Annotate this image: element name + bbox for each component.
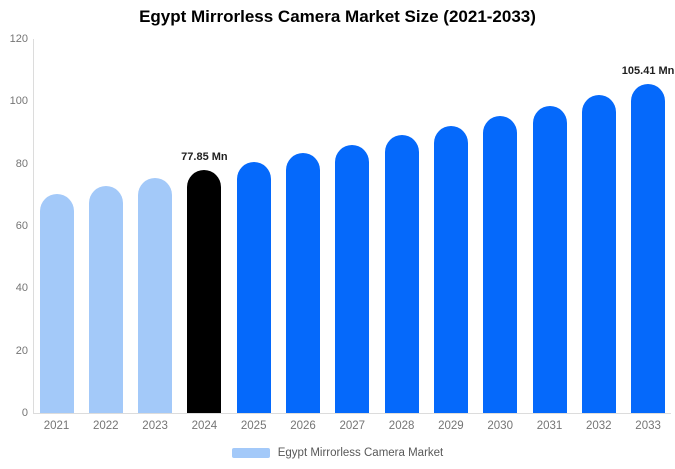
y-tick-0: 0 [21, 407, 28, 419]
bar-2029 [433, 125, 468, 413]
bar-2030 [483, 115, 518, 413]
value-label-2033: 105.41 Mn [621, 65, 675, 78]
x-tick-2031: 2031 [536, 420, 563, 432]
x-tick-2021: 2021 [43, 420, 70, 432]
x-tick-2029: 2029 [438, 420, 464, 432]
x-tick-2025: 2025 [240, 420, 267, 432]
bar-2024 [187, 170, 222, 413]
x-tick-2023: 2023 [142, 420, 168, 432]
y-tick-60: 60 [15, 220, 28, 232]
x-tick-2032: 2032 [586, 420, 612, 432]
legend-swatch-icon [231, 448, 270, 458]
y-tick-20: 20 [15, 344, 28, 357]
x-tick-2024: 2024 [191, 420, 218, 432]
value-label-2024: 77.85 Mn [181, 151, 228, 164]
bar-2032 [581, 95, 616, 413]
bar-2031 [532, 106, 567, 413]
x-tick-2028: 2028 [388, 420, 415, 432]
x-tick-2030: 2030 [487, 420, 513, 432]
bar-2023 [138, 178, 173, 413]
y-tick-80: 80 [15, 157, 28, 170]
legend-item[interactable]: Egypt Mirrorless Camera Market [0, 446, 675, 460]
x-tick-2033: 2033 [635, 420, 661, 432]
x-tick-2027: 2027 [339, 420, 366, 432]
chart-title: Egypt Mirrorless Camera Market Size (202… [139, 7, 536, 26]
bar-2021 [39, 193, 74, 413]
bar-2026 [286, 153, 320, 413]
legend-label: Egypt Mirrorless Camera Market [277, 447, 444, 459]
bar-2027 [335, 144, 370, 413]
x-tick-2026: 2026 [290, 420, 316, 432]
bar-2028 [384, 135, 419, 413]
bar-2033 [631, 84, 666, 413]
plot-area [33, 39, 671, 414]
bar-2025 [236, 162, 271, 413]
x-tick-2022: 2022 [93, 420, 119, 432]
y-tick-40: 40 [15, 282, 28, 295]
y-tick-120: 120 [9, 33, 28, 45]
y-tick-100: 100 [9, 95, 28, 108]
bar-2022 [88, 186, 123, 413]
